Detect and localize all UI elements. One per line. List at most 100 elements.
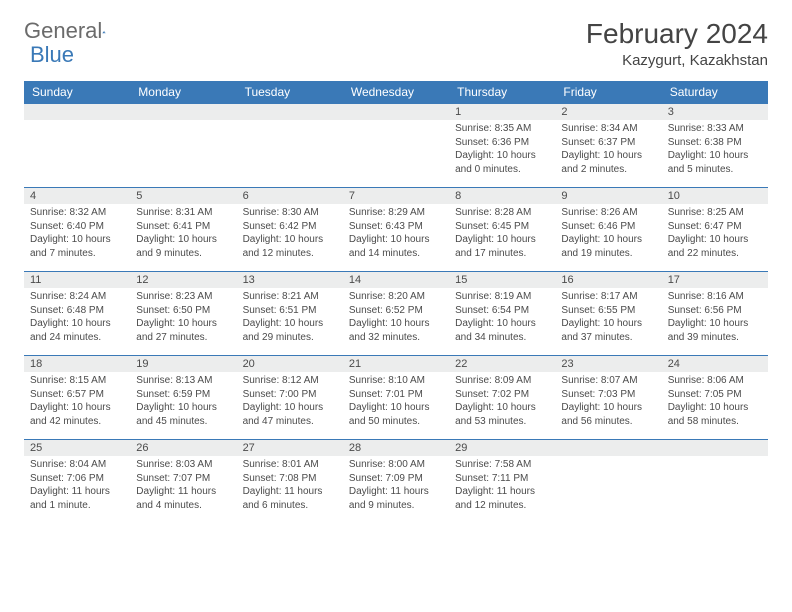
sunset-text: Sunset: 6:37 PM: [561, 136, 655, 150]
day-details: Sunrise: 8:07 AMSunset: 7:03 PMDaylight:…: [555, 372, 661, 432]
sunrise-text: Sunrise: 8:07 AM: [561, 374, 655, 388]
calendar-week-row: 1Sunrise: 8:35 AMSunset: 6:36 PMDaylight…: [24, 104, 768, 188]
day-number: [343, 104, 449, 120]
day-number: 5: [130, 188, 236, 204]
calendar-day-cell: [237, 104, 343, 188]
calendar-day-cell: 14Sunrise: 8:20 AMSunset: 6:52 PMDayligh…: [343, 272, 449, 356]
daylight-text: Daylight: 10 hours and 47 minutes.: [243, 401, 337, 428]
sunrise-text: Sunrise: 8:13 AM: [136, 374, 230, 388]
sunset-text: Sunset: 6:56 PM: [668, 304, 762, 318]
day-number: 20: [237, 356, 343, 372]
daylight-text: Daylight: 10 hours and 39 minutes.: [668, 317, 762, 344]
day-number: 10: [662, 188, 768, 204]
day-details: Sunrise: 8:00 AMSunset: 7:09 PMDaylight:…: [343, 456, 449, 516]
sunrise-text: Sunrise: 8:19 AM: [455, 290, 549, 304]
day-details: Sunrise: 8:31 AMSunset: 6:41 PMDaylight:…: [130, 204, 236, 264]
calendar-day-cell: 18Sunrise: 8:15 AMSunset: 6:57 PMDayligh…: [24, 356, 130, 440]
day-number: 25: [24, 440, 130, 456]
day-number: 19: [130, 356, 236, 372]
calendar-day-cell: 10Sunrise: 8:25 AMSunset: 6:47 PMDayligh…: [662, 188, 768, 272]
weekday-header: Sunday: [24, 81, 130, 104]
daylight-text: Daylight: 10 hours and 45 minutes.: [136, 401, 230, 428]
sunset-text: Sunset: 6:36 PM: [455, 136, 549, 150]
daylight-text: Daylight: 10 hours and 50 minutes.: [349, 401, 443, 428]
sunrise-text: Sunrise: 8:34 AM: [561, 122, 655, 136]
day-details: Sunrise: 8:29 AMSunset: 6:43 PMDaylight:…: [343, 204, 449, 264]
sunset-text: Sunset: 6:55 PM: [561, 304, 655, 318]
daylight-text: Daylight: 10 hours and 9 minutes.: [136, 233, 230, 260]
day-number: [555, 440, 661, 456]
day-number: 18: [24, 356, 130, 372]
daylight-text: Daylight: 10 hours and 17 minutes.: [455, 233, 549, 260]
weekday-header: Tuesday: [237, 81, 343, 104]
day-details: Sunrise: 8:06 AMSunset: 7:05 PMDaylight:…: [662, 372, 768, 432]
daylight-text: Daylight: 11 hours and 9 minutes.: [349, 485, 443, 512]
sunset-text: Sunset: 7:00 PM: [243, 388, 337, 402]
day-number: 12: [130, 272, 236, 288]
sunset-text: Sunset: 7:11 PM: [455, 472, 549, 486]
calendar-day-cell: [24, 104, 130, 188]
sunset-text: Sunset: 6:38 PM: [668, 136, 762, 150]
sunrise-text: Sunrise: 8:16 AM: [668, 290, 762, 304]
sunset-text: Sunset: 6:47 PM: [668, 220, 762, 234]
sunrise-text: Sunrise: 8:12 AM: [243, 374, 337, 388]
calendar-day-cell: 24Sunrise: 8:06 AMSunset: 7:05 PMDayligh…: [662, 356, 768, 440]
sunrise-text: Sunrise: 8:03 AM: [136, 458, 230, 472]
day-number: [24, 104, 130, 120]
sunset-text: Sunset: 6:45 PM: [455, 220, 549, 234]
day-number: 2: [555, 104, 661, 120]
calendar-day-cell: 28Sunrise: 8:00 AMSunset: 7:09 PMDayligh…: [343, 440, 449, 524]
calendar-day-cell: 16Sunrise: 8:17 AMSunset: 6:55 PMDayligh…: [555, 272, 661, 356]
calendar-day-cell: 12Sunrise: 8:23 AMSunset: 6:50 PMDayligh…: [130, 272, 236, 356]
day-details: [24, 120, 130, 126]
sunset-text: Sunset: 6:48 PM: [30, 304, 124, 318]
calendar-week-row: 18Sunrise: 8:15 AMSunset: 6:57 PMDayligh…: [24, 356, 768, 440]
day-number: 26: [130, 440, 236, 456]
sunrise-text: Sunrise: 8:09 AM: [455, 374, 549, 388]
daylight-text: Daylight: 10 hours and 2 minutes.: [561, 149, 655, 176]
daylight-text: Daylight: 10 hours and 32 minutes.: [349, 317, 443, 344]
day-number: 8: [449, 188, 555, 204]
day-details: Sunrise: 8:03 AMSunset: 7:07 PMDaylight:…: [130, 456, 236, 516]
day-details: Sunrise: 8:01 AMSunset: 7:08 PMDaylight:…: [237, 456, 343, 516]
location-label: Kazygurt, Kazakhstan: [586, 52, 768, 69]
brand-part1: General: [24, 18, 102, 44]
daylight-text: Daylight: 11 hours and 6 minutes.: [243, 485, 337, 512]
day-details: Sunrise: 8:30 AMSunset: 6:42 PMDaylight:…: [237, 204, 343, 264]
calendar-day-cell: 9Sunrise: 8:26 AMSunset: 6:46 PMDaylight…: [555, 188, 661, 272]
calendar-day-cell: [130, 104, 236, 188]
day-details: Sunrise: 8:28 AMSunset: 6:45 PMDaylight:…: [449, 204, 555, 264]
daylight-text: Daylight: 10 hours and 34 minutes.: [455, 317, 549, 344]
sunrise-text: Sunrise: 8:30 AM: [243, 206, 337, 220]
day-details: Sunrise: 8:24 AMSunset: 6:48 PMDaylight:…: [24, 288, 130, 348]
calendar-day-cell: 1Sunrise: 8:35 AMSunset: 6:36 PMDaylight…: [449, 104, 555, 188]
day-number: 24: [662, 356, 768, 372]
calendar-day-cell: 6Sunrise: 8:30 AMSunset: 6:42 PMDaylight…: [237, 188, 343, 272]
sunrise-text: Sunrise: 8:24 AM: [30, 290, 124, 304]
calendar-week-row: 4Sunrise: 8:32 AMSunset: 6:40 PMDaylight…: [24, 188, 768, 272]
daylight-text: Daylight: 11 hours and 4 minutes.: [136, 485, 230, 512]
sunset-text: Sunset: 6:50 PM: [136, 304, 230, 318]
sunset-text: Sunset: 6:40 PM: [30, 220, 124, 234]
sunset-text: Sunset: 6:42 PM: [243, 220, 337, 234]
title-block: February 2024 Kazygurt, Kazakhstan: [586, 18, 768, 69]
sunset-text: Sunset: 6:54 PM: [455, 304, 549, 318]
calendar-day-cell: 26Sunrise: 8:03 AMSunset: 7:07 PMDayligh…: [130, 440, 236, 524]
day-number: [662, 440, 768, 456]
day-details: Sunrise: 8:16 AMSunset: 6:56 PMDaylight:…: [662, 288, 768, 348]
day-number: 21: [343, 356, 449, 372]
calendar-day-cell: [662, 440, 768, 524]
day-details: Sunrise: 8:26 AMSunset: 6:46 PMDaylight:…: [555, 204, 661, 264]
day-details: [237, 120, 343, 126]
day-details: Sunrise: 8:09 AMSunset: 7:02 PMDaylight:…: [449, 372, 555, 432]
header: General February 2024 Kazygurt, Kazakhst…: [24, 18, 768, 69]
sunrise-text: Sunrise: 8:28 AM: [455, 206, 549, 220]
calendar-day-cell: 11Sunrise: 8:24 AMSunset: 6:48 PMDayligh…: [24, 272, 130, 356]
calendar-day-cell: 27Sunrise: 8:01 AMSunset: 7:08 PMDayligh…: [237, 440, 343, 524]
day-number: 29: [449, 440, 555, 456]
sunrise-text: Sunrise: 8:33 AM: [668, 122, 762, 136]
day-number: 9: [555, 188, 661, 204]
daylight-text: Daylight: 10 hours and 29 minutes.: [243, 317, 337, 344]
daylight-text: Daylight: 10 hours and 12 minutes.: [243, 233, 337, 260]
sunrise-text: Sunrise: 8:35 AM: [455, 122, 549, 136]
